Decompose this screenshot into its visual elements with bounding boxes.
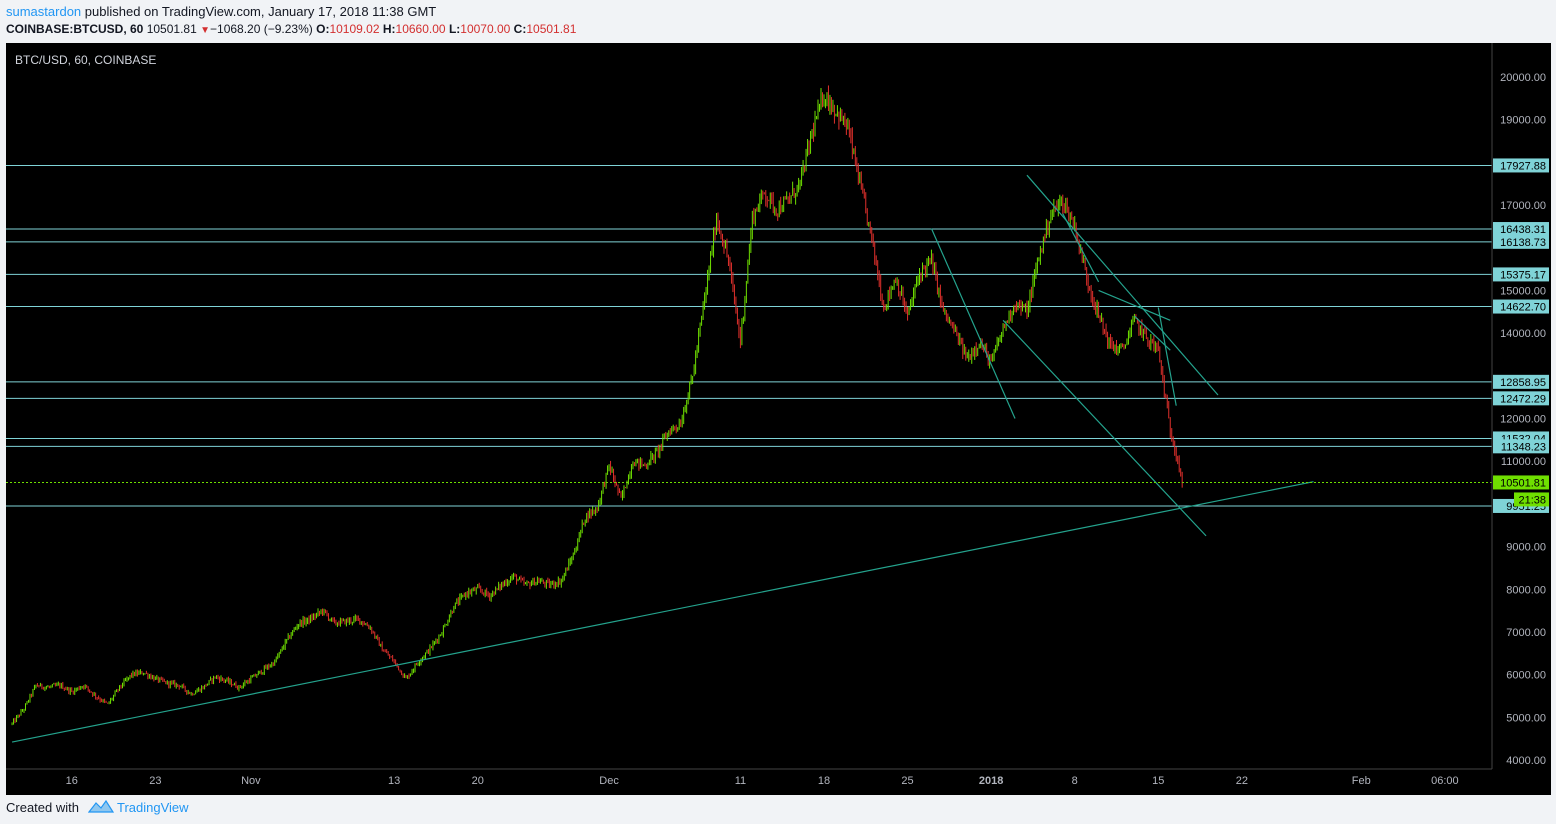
open-value: 10109.02 bbox=[329, 22, 380, 36]
price-tick-label: 11000.00 bbox=[1501, 456, 1546, 468]
price-tick-label: 12000.00 bbox=[1500, 414, 1546, 426]
high-value: 10660.00 bbox=[395, 22, 446, 36]
time-tick-label: Feb bbox=[1352, 775, 1371, 787]
time-tick-label: 23 bbox=[149, 775, 161, 787]
level-price-tag[interactable] bbox=[1493, 158, 1549, 173]
time-tick-label: Dec bbox=[599, 775, 619, 787]
countdown-tag bbox=[1514, 492, 1549, 507]
price-chart[interactable]: 4000.00 5000.00 6000.00 7000.00 8000.00 9000.… bbox=[6, 43, 1551, 795]
level-price-tag[interactable] bbox=[1493, 299, 1549, 314]
level-price-label: 14622.70 bbox=[1500, 302, 1546, 314]
time-tick-label: 8 bbox=[1072, 775, 1078, 787]
level-price-label: 11348.23 bbox=[1501, 441, 1546, 453]
trend-line[interactable] bbox=[1098, 289, 1171, 321]
tradingview-brand-link[interactable]: TradingView bbox=[117, 800, 189, 815]
publication-line: sumastardon published on TradingView.com… bbox=[6, 4, 436, 19]
price-axis[interactable]: 4000.00 5000.00 6000.00 7000.00 8000.00 9000.… bbox=[1493, 72, 1549, 767]
countdown-label: 21:38 bbox=[1518, 494, 1546, 506]
price-tick-label: 15000.00 bbox=[1500, 285, 1546, 297]
created-with-text: Created with bbox=[6, 800, 79, 815]
current-price-label: 10501.81 bbox=[1500, 477, 1546, 489]
price-tick-label: 4000.00 bbox=[1506, 755, 1546, 767]
time-tick-label: Nov bbox=[241, 775, 261, 787]
price-tick-label: 6000.00 bbox=[1506, 670, 1546, 682]
price-tick-label: 20000.00 bbox=[1500, 72, 1546, 84]
trend-line[interactable] bbox=[1134, 315, 1171, 351]
trend-line[interactable] bbox=[1062, 213, 1100, 283]
level-price-tag[interactable] bbox=[1493, 439, 1549, 454]
symbol-label: COINBASE:BTCUSD, 60 bbox=[6, 22, 144, 36]
time-tick-label: 16 bbox=[66, 775, 78, 787]
level-price-label: 15375.17 bbox=[1500, 269, 1546, 281]
time-tick-label: 25 bbox=[901, 775, 913, 787]
tradingview-logo-icon[interactable] bbox=[88, 798, 114, 816]
time-tick-label: 13 bbox=[388, 775, 400, 787]
close-label: C: bbox=[513, 22, 527, 36]
low-label: L: bbox=[448, 22, 461, 36]
low-value: 10070.00 bbox=[460, 22, 511, 36]
down-arrow-icon: ▼ bbox=[200, 25, 211, 36]
time-tick-label: 20 bbox=[472, 775, 484, 787]
time-tick-label: 22 bbox=[1236, 775, 1248, 787]
chart-area[interactable]: 4000.00 5000.00 6000.00 7000.00 8000.00 9000.… bbox=[6, 43, 1551, 795]
level-price-tag[interactable] bbox=[1493, 267, 1549, 282]
time-tick-label: 11 bbox=[735, 775, 746, 787]
price-tick-label: 14000.00 bbox=[1500, 328, 1546, 340]
time-tick-label: 2018 bbox=[979, 775, 1003, 787]
level-price-label: 12472.29 bbox=[1500, 393, 1546, 405]
price-tick-label: 17000.00 bbox=[1500, 200, 1546, 212]
level-price-label: 12858.95 bbox=[1500, 377, 1546, 389]
price-tick-label: 5000.00 bbox=[1506, 712, 1546, 724]
chart-title: BTC/USD, 60, COINBASE bbox=[15, 53, 156, 67]
level-price-label: 16138.73 bbox=[1500, 237, 1546, 249]
trend-line[interactable] bbox=[1002, 319, 1207, 537]
price-tick-label: 9000.00 bbox=[1506, 542, 1546, 554]
level-price-tag[interactable] bbox=[1493, 391, 1549, 406]
level-price-label: 17927.88 bbox=[1500, 160, 1546, 172]
author-link[interactable]: sumastardon bbox=[6, 4, 82, 19]
time-tick-label: 06:00 bbox=[1431, 775, 1459, 787]
price-tick-label: 19000.00 bbox=[1500, 115, 1546, 127]
trend-line[interactable] bbox=[11, 481, 1314, 743]
trend-line[interactable] bbox=[1157, 307, 1177, 406]
open-label: O: bbox=[316, 22, 330, 36]
footer: Created with TradingView bbox=[0, 795, 1556, 824]
high-label: H: bbox=[382, 22, 396, 36]
level-price-tag[interactable] bbox=[1493, 374, 1549, 389]
last-price: 10501.81 bbox=[146, 22, 197, 36]
price-tick-label: 7000.00 bbox=[1506, 627, 1546, 639]
time-axis[interactable]: 16 23 Nov 13 20 Dec 11 18 25 2018 8 15 22 Feb 06:00 bbox=[66, 775, 1459, 787]
price-tick-label: 8000.00 bbox=[1506, 584, 1546, 596]
ohlc-line: COINBASE:BTCUSD, 60 10501.81 ▼−1068.20 (… bbox=[6, 22, 576, 36]
close-value: 10501.81 bbox=[526, 22, 577, 36]
level-price-label: 16438.31 bbox=[1500, 224, 1546, 236]
trend-line[interactable] bbox=[1026, 174, 1219, 396]
level-price-tag[interactable] bbox=[1493, 222, 1549, 237]
price-change: −1068.20 (−9.23%) bbox=[210, 22, 313, 36]
time-tick-label: 15 bbox=[1152, 775, 1164, 787]
chart-header: sumastardon published on TradingView.com… bbox=[0, 0, 1556, 42]
trend-line[interactable] bbox=[930, 228, 1016, 419]
current-price-tag[interactable] bbox=[1493, 475, 1549, 490]
level-price-tag[interactable] bbox=[1493, 234, 1549, 249]
time-tick-label: 18 bbox=[818, 775, 830, 787]
published-text: published on TradingView.com, January 17… bbox=[84, 4, 437, 19]
